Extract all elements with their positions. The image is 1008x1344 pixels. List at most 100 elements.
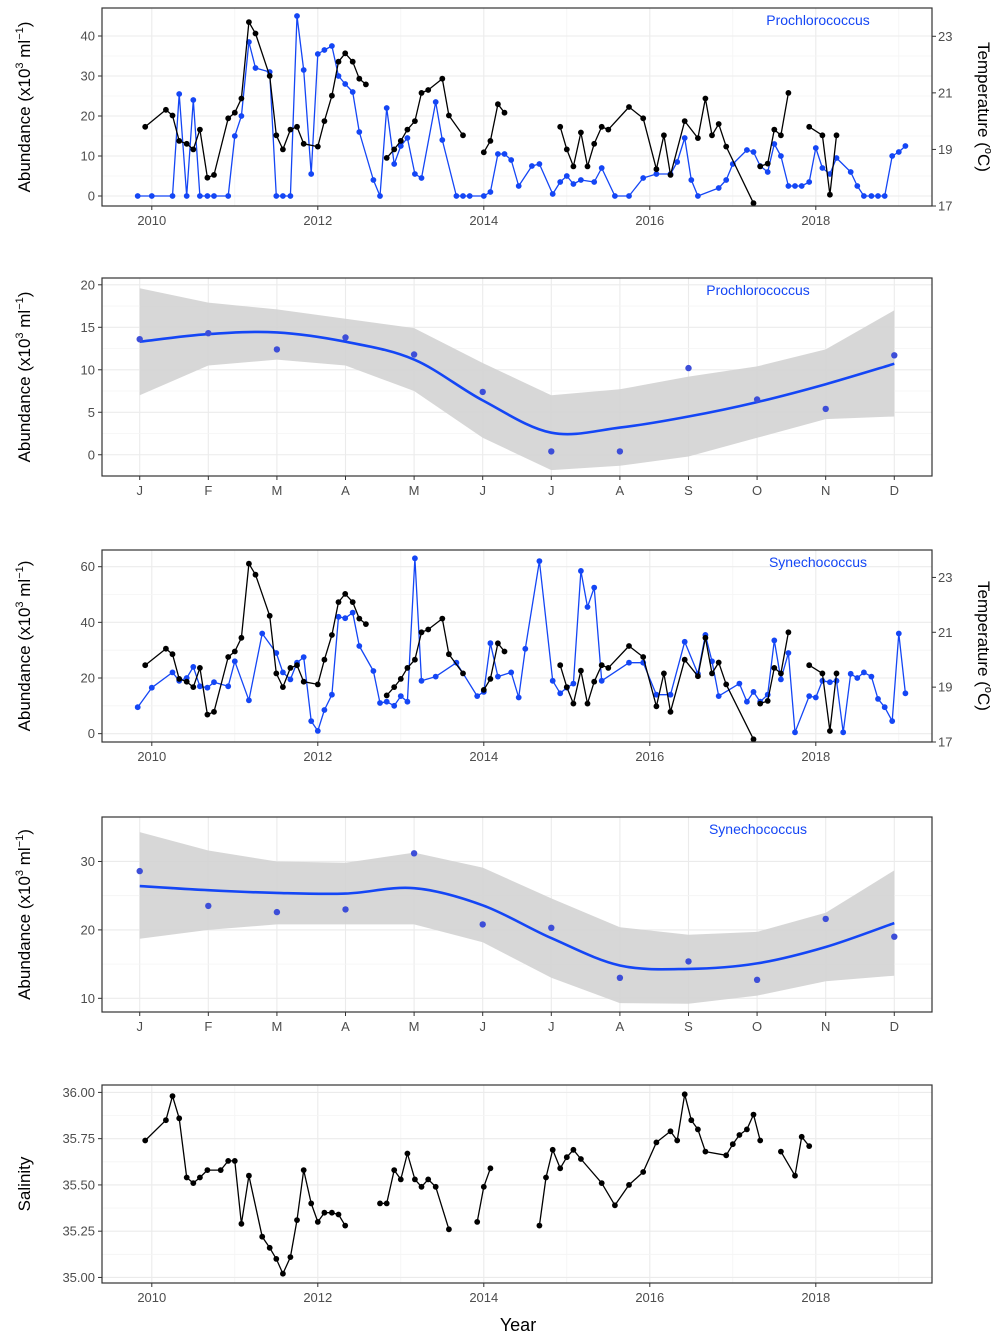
series-group bbox=[136, 832, 898, 1004]
abundance-point bbox=[211, 679, 217, 686]
abundance-point bbox=[134, 704, 141, 711]
abundance-point bbox=[148, 684, 155, 691]
y-axis-title: Abundance (x103 ml−1) bbox=[14, 292, 34, 463]
abundance-point bbox=[418, 677, 425, 684]
y-tick-label: 0 bbox=[88, 189, 95, 204]
abundance-point bbox=[495, 151, 501, 157]
abundance-point bbox=[806, 693, 813, 699]
month-tick-label: A bbox=[616, 483, 625, 498]
temperature-point bbox=[425, 87, 432, 93]
abundance-point bbox=[833, 155, 840, 161]
temperature-point bbox=[294, 662, 300, 669]
abundance-point bbox=[578, 177, 584, 183]
temperature-point bbox=[750, 200, 757, 207]
month-tick-label: J bbox=[479, 1019, 486, 1034]
salinity-point bbox=[432, 1183, 439, 1190]
abundance-point bbox=[785, 183, 792, 189]
salinity-point bbox=[778, 1148, 784, 1155]
salinity-point bbox=[446, 1226, 452, 1233]
chart-panel-1: 0 10 20 30 40 17 19 21 23 Temperature (oC) 2010 201… bbox=[14, 7, 994, 228]
panel-border bbox=[101, 1084, 933, 1284]
abundance-point bbox=[771, 637, 778, 644]
month-tick-label: M bbox=[409, 1019, 420, 1034]
y-axis-title-part: −1 bbox=[14, 566, 26, 579]
y-tick-label: 20 bbox=[81, 922, 95, 937]
monthly-mean-point bbox=[616, 974, 624, 981]
temperature-point bbox=[383, 692, 390, 699]
salinity-point bbox=[688, 1117, 695, 1124]
abundance-point bbox=[881, 704, 888, 711]
y-tick-label: 35.25 bbox=[62, 1224, 95, 1239]
y-tick-label: 30 bbox=[81, 854, 95, 869]
x-tick-label: 2012 bbox=[303, 213, 332, 228]
abundance-point bbox=[570, 680, 577, 687]
monthly-mean-point bbox=[753, 396, 761, 403]
abundance-point bbox=[591, 179, 598, 185]
abundance-point bbox=[598, 677, 605, 684]
temperature-point bbox=[570, 163, 577, 170]
abundance-point bbox=[612, 193, 618, 199]
temperature-point bbox=[681, 656, 688, 663]
abundance-point bbox=[404, 698, 411, 705]
temperature-point bbox=[238, 634, 245, 641]
temperature-point bbox=[827, 191, 833, 198]
temperature-point bbox=[335, 599, 342, 605]
temperature-point bbox=[231, 648, 238, 655]
abundance-point bbox=[549, 191, 556, 197]
temperature-point bbox=[771, 126, 778, 133]
abundance-point bbox=[715, 693, 722, 699]
y2-tick-label: 17 bbox=[938, 199, 952, 214]
temperature-point bbox=[169, 651, 176, 658]
monthly-mean-point bbox=[273, 908, 281, 916]
panel-label: Prochlorococcus bbox=[706, 282, 810, 298]
series-group bbox=[134, 13, 909, 207]
y-tick-label: 20 bbox=[81, 671, 95, 686]
temperature-point bbox=[190, 684, 197, 690]
panel-label: Synechococcus bbox=[709, 821, 807, 837]
panel-border bbox=[101, 816, 933, 1013]
temperature-point bbox=[578, 667, 584, 674]
abundance-point bbox=[335, 613, 342, 620]
abundance-point bbox=[487, 189, 494, 195]
monthly-mean-point bbox=[891, 933, 898, 940]
y-axis-title-part: ml bbox=[15, 579, 34, 602]
y-axis-title-part: Abundance (x10 bbox=[15, 608, 34, 732]
x-tick-label: 2016 bbox=[635, 1290, 664, 1305]
temperature-point bbox=[563, 684, 570, 690]
abundance-point bbox=[300, 67, 307, 73]
abundance-point bbox=[231, 133, 238, 139]
abundance-point bbox=[847, 169, 854, 175]
temperature-point bbox=[715, 121, 722, 127]
temperature-point bbox=[211, 708, 217, 715]
abundance-point bbox=[169, 669, 176, 676]
monthly-mean-point bbox=[822, 405, 829, 413]
abundance-point bbox=[342, 81, 349, 87]
abundance-point bbox=[391, 702, 398, 709]
abundance-point bbox=[273, 650, 280, 656]
x-axis-title: Year bbox=[500, 1315, 536, 1335]
abundance-point bbox=[487, 640, 494, 647]
abundance-point bbox=[785, 650, 792, 656]
y-axis-title-part: ) bbox=[15, 292, 34, 298]
salinity-point bbox=[667, 1128, 674, 1135]
abundance-point bbox=[812, 694, 819, 701]
temperature-point bbox=[640, 115, 647, 122]
abundance-point bbox=[321, 47, 328, 53]
temperature-point bbox=[605, 126, 612, 133]
temperature-point bbox=[439, 615, 446, 622]
salinity-point bbox=[280, 1270, 286, 1277]
temperature-line bbox=[386, 78, 464, 159]
salinity-point bbox=[798, 1133, 805, 1140]
salinity-point bbox=[329, 1209, 335, 1216]
temperature-point bbox=[246, 19, 252, 25]
salinity-point bbox=[294, 1217, 300, 1223]
month-tick-label: N bbox=[821, 483, 830, 498]
abundance-point bbox=[412, 555, 418, 562]
abundance-point bbox=[308, 718, 315, 724]
gridlines bbox=[102, 1085, 932, 1283]
monthly-mean-point bbox=[479, 388, 486, 396]
monthly-mean-point bbox=[685, 364, 692, 372]
abundance-point bbox=[861, 669, 867, 676]
temperature-point bbox=[570, 700, 577, 707]
